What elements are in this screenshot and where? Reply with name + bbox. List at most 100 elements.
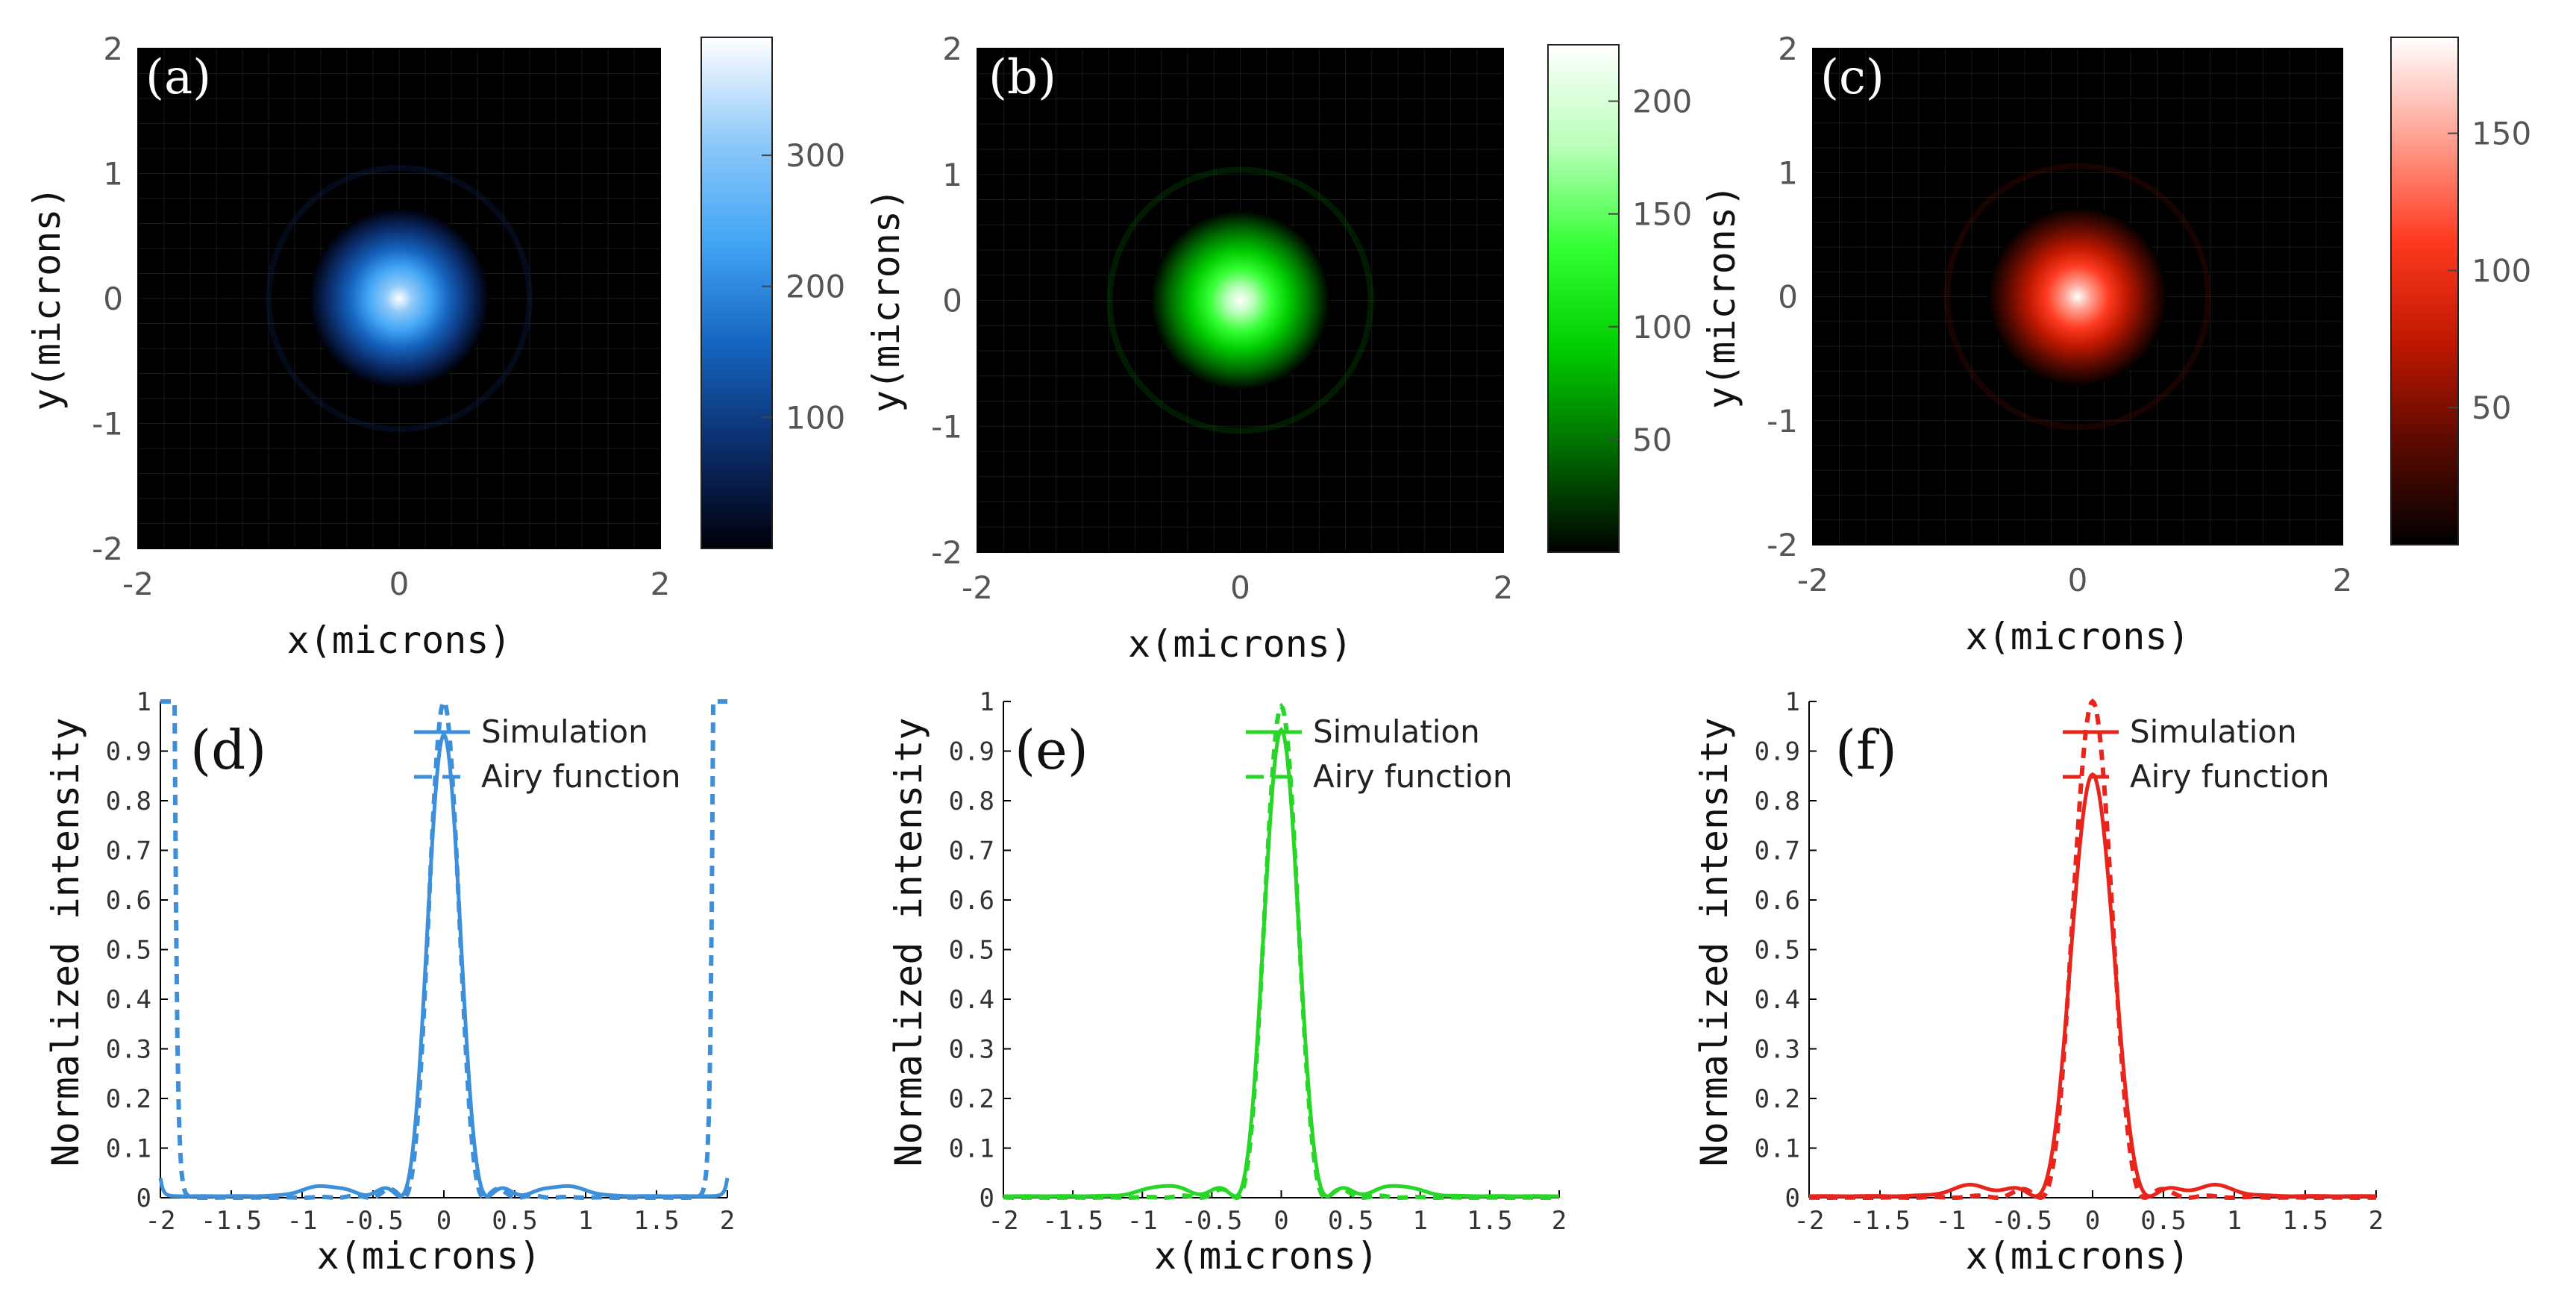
focal-spot (1988, 207, 2167, 387)
grid-lines (1813, 49, 2342, 545)
y-tick-label: 0 (103, 281, 123, 317)
y-tick-label: 0.6 (106, 886, 151, 916)
y-tick-label: 0.6 (1755, 886, 1800, 916)
y-axis-label: Normalized intensity (44, 717, 87, 1166)
colorbar-tick-label: 200 (1632, 84, 1692, 120)
heatmap-panel-a: (a) -2 0 2 2 1 0 -1 -2 x(microns) y(microns) 300 200… (25, 31, 845, 662)
x-tick-label: 1 (2227, 1206, 2242, 1236)
x-tick-label: -1.5 (1849, 1206, 1911, 1236)
colorbar (701, 37, 773, 549)
x-tick-label: 1 (578, 1206, 593, 1236)
focal-spot (1150, 210, 1330, 390)
x-tick-label: 0.5 (1328, 1206, 1373, 1236)
airy-ring (1944, 163, 2211, 431)
panel-label: (a) (145, 50, 211, 105)
y-axis-label: Normalized intensity (1693, 717, 1736, 1166)
profile-panel-e: -2 -1.5 -1 -0.5 0 0.5 1 1.5 2 0 0.1 0.2 0.3 0.4 0.5 0.6… (887, 687, 1567, 1278)
y-tick-label: 0.6 (949, 886, 994, 916)
x-tick-label: -1.5 (201, 1206, 262, 1236)
y-tick-label: 0.1 (949, 1134, 994, 1164)
panel-label: (c) (1820, 50, 1884, 105)
x-tick-label: 0.5 (492, 1206, 537, 1236)
colorbar (1547, 44, 1620, 553)
y-tick-label: 0.8 (1755, 787, 1800, 816)
y-tick-label: 1 (1778, 154, 1798, 191)
y-tick-label: 0 (137, 1184, 151, 1213)
colorbar-tick-label: 100 (1632, 309, 1692, 346)
y-tick-label: 0.8 (106, 787, 151, 816)
heatmap-panel-c: (c) -2 0 2 2 1 0 -1 -2 x(microns) y(microns) 150 100… (1700, 31, 2531, 658)
y-tick-label: 0 (942, 283, 962, 319)
airy-function-curve (1809, 698, 2376, 1201)
airy-ring (1106, 166, 1374, 434)
colorbar-tick-label: 200 (786, 269, 845, 305)
x-tick-label: 1 (1413, 1206, 1428, 1236)
y-tick-label: 0.5 (949, 936, 994, 966)
x-tick-label: -2 (122, 566, 154, 602)
y-tick-label: 0.4 (1755, 985, 1800, 1015)
y-tick-label: 1 (980, 687, 994, 717)
y-tick-label: 0.3 (106, 1035, 151, 1065)
y-tick-label: 0 (1778, 279, 1798, 316)
legend-label: Simulation (481, 713, 648, 750)
airy-function-curve (160, 697, 727, 1201)
x-tick-label: 2 (1552, 1206, 1567, 1236)
colorbar-tick-label: 50 (2472, 390, 2511, 426)
colorbar-tick-label: 50 (1632, 422, 1672, 458)
plot-frame (977, 48, 1504, 553)
x-tick-label: -1 (1127, 1206, 1158, 1236)
colorbar-tick-label: 150 (2472, 116, 2531, 152)
y-tick-label: 0.5 (106, 936, 151, 966)
x-tick-label: 0 (2085, 1206, 2100, 1236)
heatmap-panel-b: (b) -2 0 2 2 1 0 -1 -2 x(microns) y(microns) 200 150… (865, 31, 1692, 666)
y-tick-label: 0 (1785, 1184, 1800, 1213)
y-tick-label: 0.9 (1755, 737, 1800, 767)
y-tick-label: 0.7 (106, 837, 151, 866)
legend-label: Airy function (481, 758, 680, 795)
y-tick-label: -1 (92, 406, 123, 443)
y-tick-label: -1 (1767, 403, 1798, 440)
x-tick-label: -2 (988, 1206, 1019, 1236)
x-tick-label: 2 (2369, 1206, 2384, 1236)
y-tick-label: -2 (92, 531, 123, 567)
x-tick-label: 1.5 (2282, 1206, 2328, 1236)
y-tick-label: 1 (137, 687, 151, 717)
colorbar-tick-label: 150 (1632, 196, 1692, 233)
x-tick-label: 2 (2333, 562, 2353, 598)
simulation-curve (1003, 727, 1559, 1198)
y-tick-label: 0 (980, 1184, 994, 1213)
x-tick-label: -1 (287, 1206, 318, 1236)
profile-panel-f: -2 -1.5 -1 -0.5 0 0.5 1 1.5 2 0 0.1 0.2 0.3 0.4 0.5 0.6… (1693, 687, 2384, 1278)
y-tick-label: 0.3 (1755, 1035, 1800, 1065)
x-tick-label: 2 (1494, 569, 1514, 606)
y-tick-label: 0.7 (1755, 837, 1800, 866)
airy-ring (266, 165, 533, 432)
plot-frame (1812, 48, 2343, 546)
y-tick-label: 0.2 (1755, 1084, 1800, 1114)
panel-label: (d) (190, 719, 266, 781)
focal-spot (310, 209, 489, 388)
x-tick-label: -2 (145, 1206, 176, 1236)
x-axis-label: x(microns) (286, 619, 511, 662)
x-tick-label: 0 (436, 1206, 451, 1236)
y-tick-label: 0.9 (949, 737, 994, 767)
panel-label: (e) (1015, 719, 1088, 781)
y-tick-label: 0.1 (106, 1134, 151, 1164)
y-tick-label: 2 (942, 31, 962, 67)
y-axis-label: Normalized intensity (887, 717, 930, 1166)
colorbar (2390, 37, 2459, 546)
x-axis-label: x(microns) (1965, 615, 2190, 658)
figure-root: (a)-2 0 2210-1-2x(microns)y(microns)300200… (25, 31, 2531, 1278)
y-tick-label: 1 (942, 157, 962, 193)
y-tick-label: 0.9 (106, 737, 151, 767)
x-tick-label: -1 (1936, 1206, 1967, 1236)
y-tick-label: -1 (931, 408, 962, 445)
x-axis-label: x(microns) (1965, 1234, 2190, 1278)
x-tick-label: 0 (1230, 569, 1250, 606)
y-tick-label: 0.2 (949, 1084, 994, 1114)
plot-frame (137, 48, 661, 549)
y-tick-label: 0.5 (1755, 936, 1800, 966)
colorbar-tick-label: 100 (786, 399, 845, 436)
x-tick-label: 2 (720, 1206, 735, 1236)
panel-label: (f) (1835, 719, 1897, 781)
